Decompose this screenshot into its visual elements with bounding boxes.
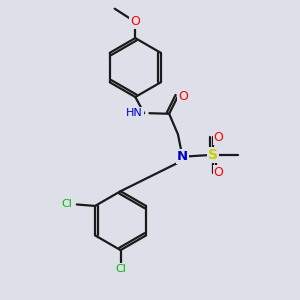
Text: N: N	[177, 150, 188, 163]
Text: O: O	[214, 131, 224, 144]
Text: O: O	[130, 15, 140, 28]
Text: HN: HN	[126, 108, 143, 118]
Text: O: O	[178, 90, 188, 103]
Text: S: S	[208, 148, 218, 162]
Text: Cl: Cl	[115, 264, 126, 274]
Text: O: O	[214, 166, 224, 179]
Text: Cl: Cl	[61, 200, 72, 209]
